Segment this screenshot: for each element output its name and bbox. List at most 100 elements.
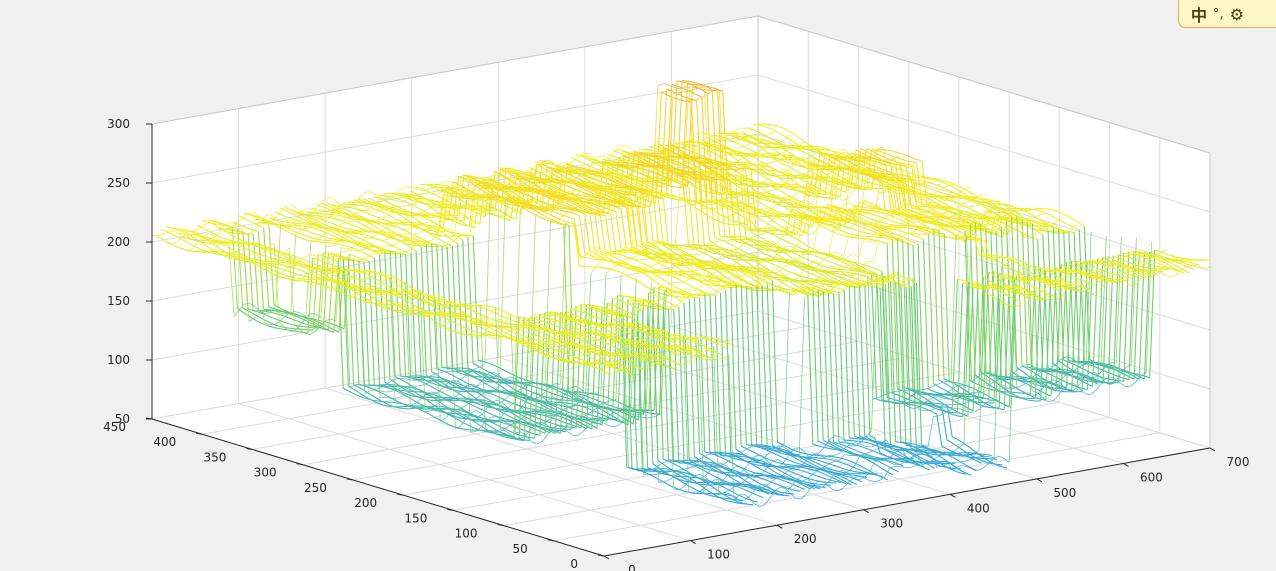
surface-mesh-segment	[724, 235, 730, 238]
surface-mesh-segment	[1137, 274, 1143, 278]
surface-mesh-segment	[1073, 227, 1080, 231]
surface-mesh-segment	[916, 158, 923, 162]
surface-mesh-segment	[961, 211, 968, 216]
surface-mesh-segment	[870, 280, 876, 283]
surface-mesh-segment	[876, 149, 882, 153]
surface-mesh-segment	[938, 179, 944, 182]
surface-mesh-segment	[1158, 257, 1165, 261]
surface-mesh-segment	[1134, 372, 1140, 376]
surface-mesh-segment	[972, 286, 979, 289]
surface-mesh-segment	[936, 207, 942, 210]
surface-mesh-segment	[786, 154, 792, 157]
surface-mesh-segment	[797, 148, 803, 152]
surface-mesh-segment	[1079, 222, 1085, 227]
surface-mesh-segment	[792, 141, 799, 146]
surface-mesh-segment	[1124, 369, 1130, 373]
surface-mesh-segment	[932, 195, 938, 198]
surface-mesh-segment	[1127, 269, 1133, 273]
surface-mesh-segment	[948, 189, 954, 194]
surface-mesh-segment	[1194, 262, 1200, 266]
surface-mesh-segment	[1173, 269, 1179, 272]
surface-mesh-segment	[854, 437, 860, 440]
surface-mesh-segment	[992, 463, 998, 465]
surface-mesh-segment	[698, 247, 704, 250]
surface-mesh-segment	[1153, 257, 1160, 261]
edge-side-top	[757, 15, 1211, 154]
surface-mesh-segment	[797, 136, 804, 142]
surface-mesh-segment	[901, 158, 907, 162]
surface-mesh-segment	[923, 185, 929, 189]
surface-mesh-segment	[1148, 267, 1154, 270]
surface-mesh-segment	[747, 191, 754, 194]
surface-mesh-segment	[957, 197, 964, 200]
surface-mesh-segment	[836, 174, 843, 179]
surface-mesh-segment	[1057, 228, 1065, 361]
surface-mesh-segment	[741, 137, 748, 142]
surface-mesh-segment	[983, 204, 990, 208]
surface-mesh-segment	[802, 150, 808, 155]
surface-mesh-segment	[807, 146, 813, 149]
surface-mesh-segment	[767, 136, 773, 140]
surface-mesh-segment	[1000, 390, 1006, 393]
surface-mesh-segment	[1103, 370, 1110, 374]
surface-mesh-segment	[715, 149, 721, 153]
surface-mesh-segment	[1038, 210, 1045, 214]
surface-mesh-segment	[993, 203, 999, 205]
surface-mesh-segment	[1128, 256, 1134, 260]
surface-mesh-segment	[947, 204, 953, 209]
surface-mesh-segment	[1128, 251, 1134, 253]
surface-mesh-segment	[781, 154, 787, 158]
surface-mesh-segment	[892, 188, 898, 191]
surface-mesh-segment	[955, 220, 961, 223]
surface-mesh-segment	[695, 141, 701, 144]
surface-mesh-segment	[752, 123, 758, 126]
surface-mesh-segment	[943, 192, 949, 196]
surface-mesh-segment	[1154, 249, 1160, 253]
surface-mesh-segment	[746, 138, 752, 143]
surface-mesh-segment	[767, 123, 774, 126]
surface-mesh-segment	[1153, 260, 1159, 265]
surface-mesh-segment	[1129, 373, 1135, 377]
surface-mesh-segment	[978, 201, 984, 204]
surface-mesh-segment	[1016, 216, 1023, 366]
surface-mesh-segment	[781, 159, 788, 163]
surface-mesh-segment	[1026, 222, 1033, 370]
surface-mesh-segment	[946, 206, 953, 209]
surface-mesh-segment	[863, 206, 870, 209]
surface-mesh-segment	[1133, 253, 1139, 257]
surface-mesh-segment	[777, 143, 783, 146]
surface-mesh-segment	[972, 209, 979, 214]
surface-mesh-segment	[937, 199, 943, 203]
surface-mesh-segment	[977, 215, 983, 220]
surface-mesh-segment	[817, 152, 824, 155]
surface-mesh-segment	[1068, 232, 1075, 363]
surface-mesh-segment	[941, 225, 947, 227]
surface-mesh-segment	[1133, 250, 1140, 253]
surface-mesh-segment	[1070, 288, 1076, 291]
surface-mesh-segment	[1107, 255, 1114, 384]
surface-mesh-segment	[928, 178, 934, 181]
surface-mesh-segment	[1063, 222, 1070, 226]
surface-mesh-segment	[711, 134, 717, 137]
surface-mesh-segment	[1003, 204, 1009, 209]
surface-mesh-segment	[874, 208, 880, 210]
surface-mesh-segment	[863, 160, 869, 164]
surface-mesh-segment	[932, 197, 938, 201]
surface-mesh-segment	[1021, 218, 1028, 368]
surface-mesh-segment	[750, 155, 757, 159]
surface-mesh-segment	[1097, 258, 1103, 262]
surface-mesh-segment	[908, 181, 914, 184]
surface-mesh-segment	[1143, 256, 1149, 260]
surface-mesh-segment	[841, 170, 848, 174]
surface-mesh-segment	[1158, 259, 1165, 263]
surface-mesh-segment	[906, 163, 912, 166]
surface-mesh-segment	[1004, 209, 1010, 212]
surface-mesh-segment	[777, 131, 784, 136]
surface-mesh-segment	[1143, 266, 1149, 269]
surface-mesh-segment	[817, 145, 823, 149]
surface-mesh-segment	[855, 148, 862, 187]
surface-mesh-segment	[1017, 230, 1023, 234]
surface-mesh-segment	[796, 159, 802, 161]
surface-mesh-segment	[906, 155, 913, 159]
surface-mesh-segment	[994, 254, 1000, 257]
